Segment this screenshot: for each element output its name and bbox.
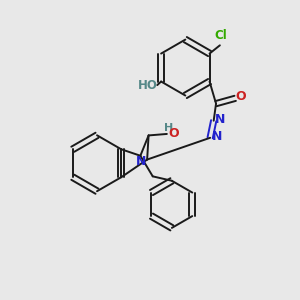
Text: Cl: Cl [214,29,227,42]
Text: N: N [136,155,146,168]
Text: HO: HO [138,79,158,92]
Text: N: N [212,130,222,143]
Text: H: H [164,123,173,133]
Text: N: N [215,113,225,126]
Text: O: O [235,90,246,104]
Text: O: O [168,128,179,140]
